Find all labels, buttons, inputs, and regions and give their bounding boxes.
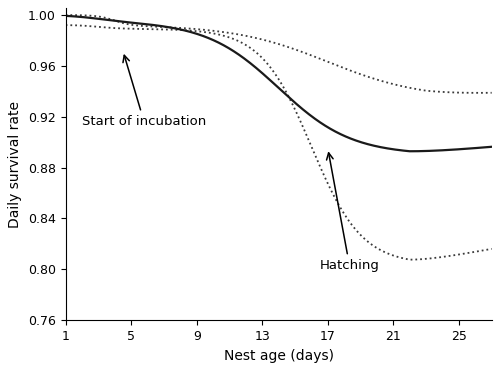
- X-axis label: Nest age (days): Nest age (days): [224, 349, 334, 363]
- Text: Hatching: Hatching: [320, 153, 380, 272]
- Text: Start of incubation: Start of incubation: [82, 55, 206, 128]
- Y-axis label: Daily survival rate: Daily survival rate: [8, 101, 22, 228]
